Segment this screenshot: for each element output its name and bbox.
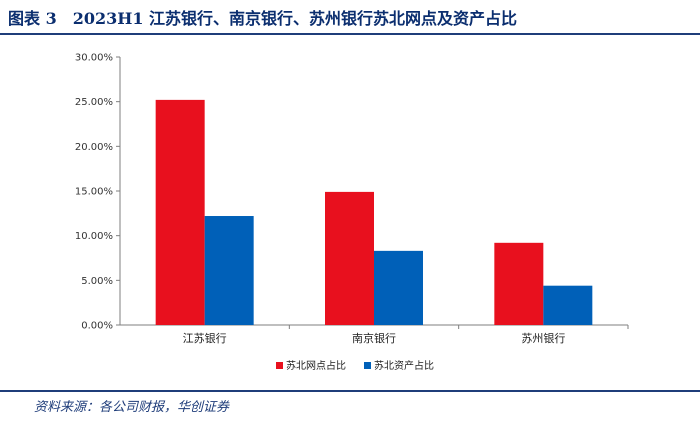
y-tick-label: 0.00% (81, 321, 113, 332)
legend-swatch (276, 362, 283, 369)
chart-title: 图表 3 2023H1 江苏银行、南京银行、苏州银行苏北网点及资产占比 (8, 9, 518, 28)
source-note: 资料来源：各公司财报，华创证券 (34, 400, 230, 415)
bar (155, 99, 205, 325)
x-category-label: 江苏银行 (183, 331, 227, 345)
x-axis-categories: 江苏银行 南京银行 苏州银行 (183, 325, 629, 345)
x-category-label: 南京银行 (352, 331, 396, 345)
bar (494, 242, 544, 325)
y-tick-label: 10.00% (75, 231, 113, 242)
bar (543, 285, 593, 325)
legend-label: 苏北网点占比 (286, 359, 346, 372)
top-divider (0, 33, 700, 35)
legend-label: 苏北资产占比 (374, 359, 434, 372)
legend-swatch (364, 362, 371, 369)
y-axis-ticks: 0.00% 5.00% 10.00% 15.00% 20.00% 25.00% 30.00% (75, 53, 120, 332)
chart-bars (155, 99, 593, 325)
bar (374, 250, 423, 325)
y-tick-label: 15.00% (75, 187, 113, 198)
bar-chart: 0.00% 5.00% 10.00% 15.00% 20.00% 25.00% 30.00%… (75, 53, 629, 372)
y-tick-label: 5.00% (81, 276, 113, 287)
y-tick-label: 20.00% (75, 142, 113, 153)
bar (204, 216, 254, 325)
chart-legend: 苏北网点占比 苏北资产占比 (276, 359, 434, 372)
y-tick-label: 30.00% (75, 53, 113, 64)
x-category-label: 苏州银行 (521, 331, 565, 345)
y-tick-label: 25.00% (75, 97, 113, 108)
bottom-divider (0, 390, 700, 392)
bar (325, 191, 374, 325)
